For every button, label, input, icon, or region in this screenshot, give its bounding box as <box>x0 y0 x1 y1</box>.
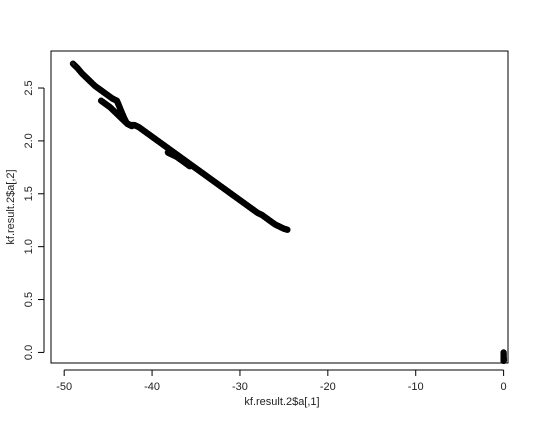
y-tick-label: 0.0 <box>23 345 35 360</box>
x-axis-title: kf.result.2$a[,1] <box>244 396 319 408</box>
y-tick-label: 1.5 <box>23 186 35 201</box>
y-tick-label: 1.0 <box>23 239 35 254</box>
y-axis-title: kf.result.2$a[,2] <box>5 169 17 244</box>
y-axis: 0.0 0.5 1.0 1.5 2.0 2.5 <box>23 80 45 360</box>
data-point <box>500 357 507 365</box>
data-points <box>69 60 507 365</box>
data-point <box>128 122 135 130</box>
y-tick-label: 0.5 <box>23 292 35 307</box>
x-tick-label: 0 <box>501 381 507 393</box>
x-tick-label: -10 <box>408 381 424 393</box>
x-tick-label: -30 <box>232 381 248 393</box>
y-tick-label: 2.0 <box>23 133 35 148</box>
x-tick-label: -20 <box>320 381 336 393</box>
x-axis: -50 -40 -30 -20 -10 0 <box>56 369 507 393</box>
x-tick-label: -50 <box>56 381 72 393</box>
y-tick-label: 2.5 <box>23 80 35 95</box>
data-point <box>186 163 194 170</box>
x-tick-label: -40 <box>144 381 160 393</box>
data-point <box>284 226 291 233</box>
plot-frame <box>50 50 509 364</box>
